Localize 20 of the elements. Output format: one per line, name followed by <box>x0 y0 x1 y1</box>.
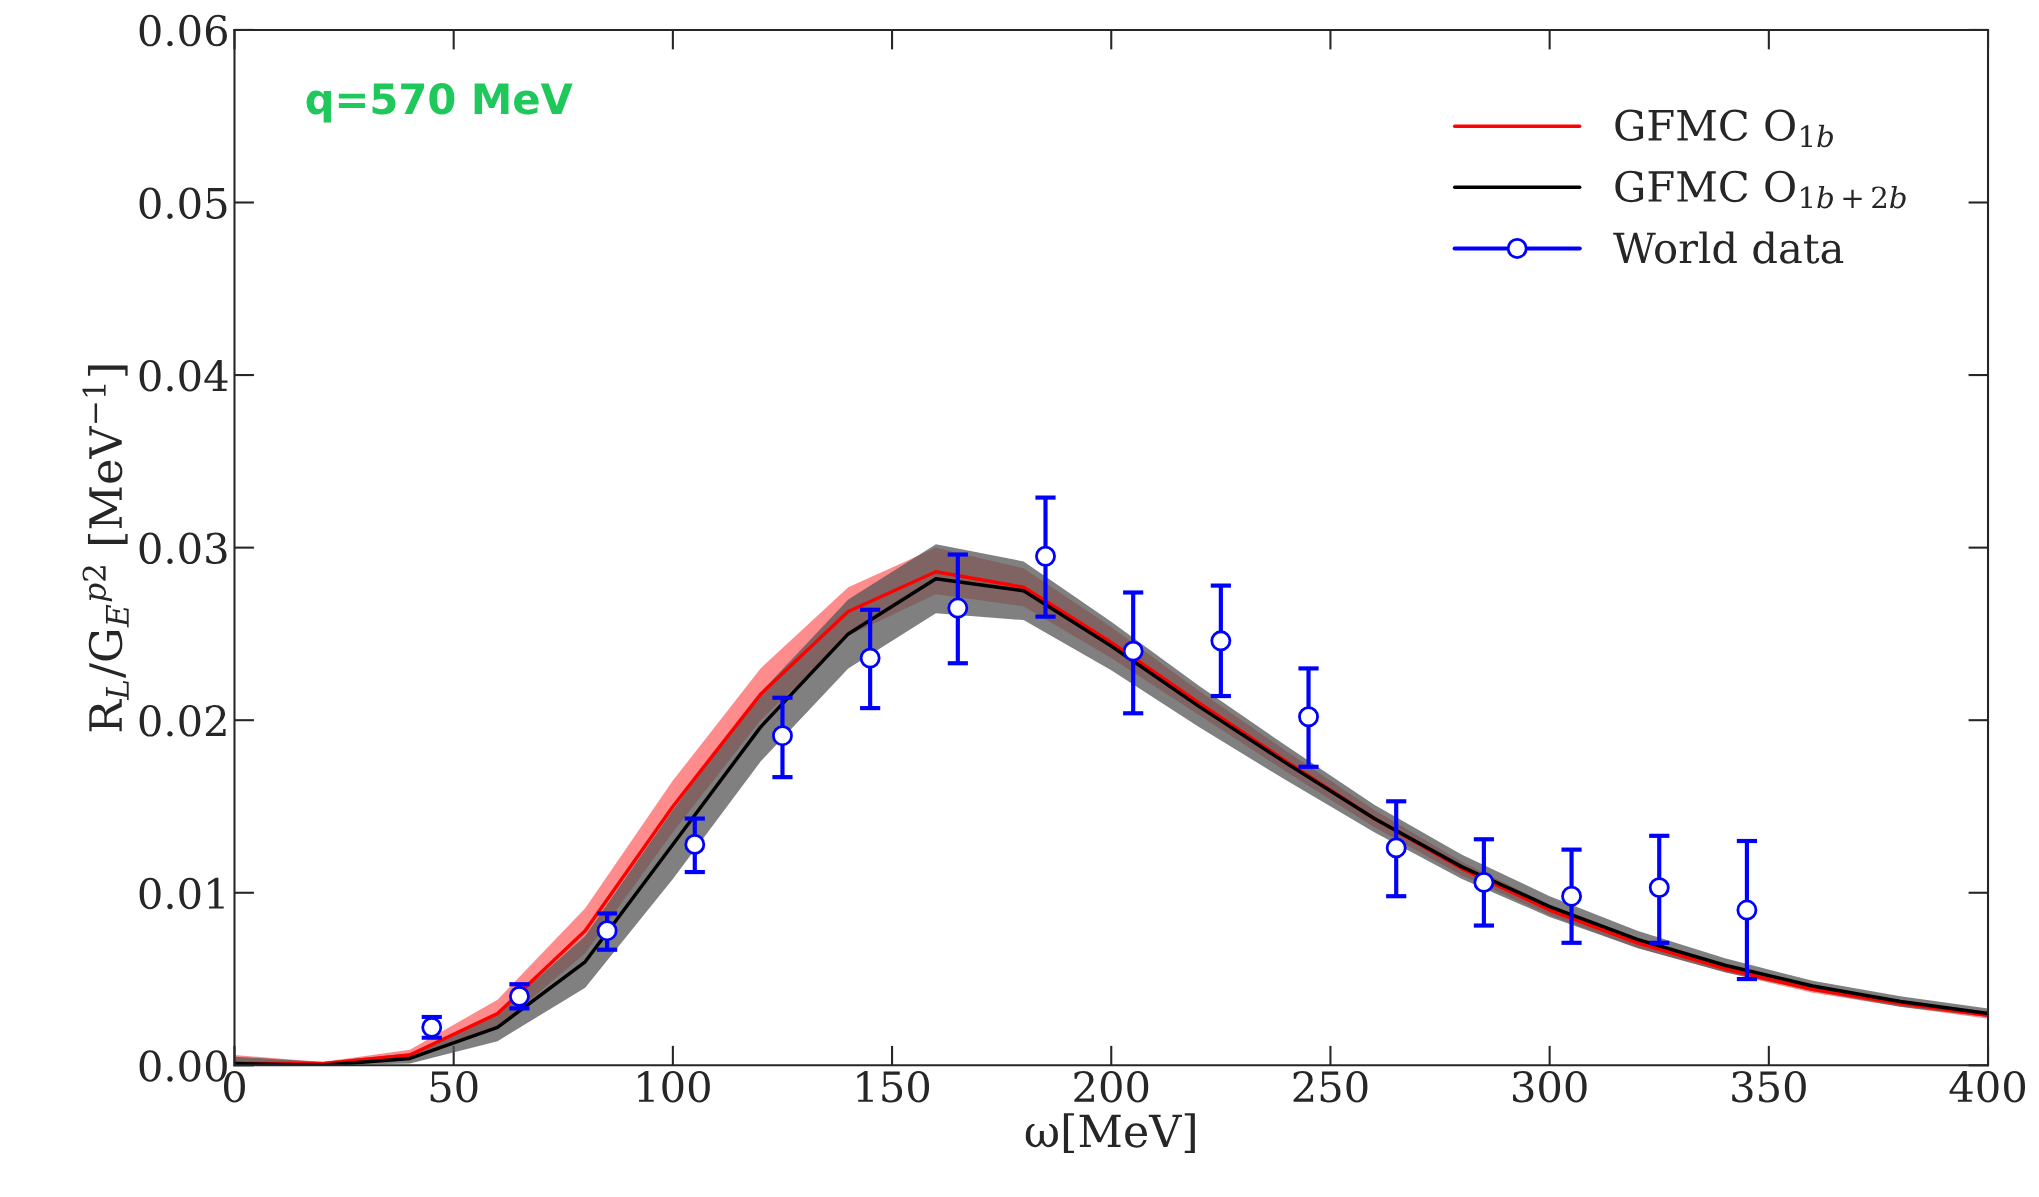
x-tick-label: 300 <box>1513 1070 1587 1103</box>
x-tick-label: 350 <box>1732 1070 1806 1103</box>
y-tick-label: 0.03 <box>139 532 227 565</box>
x-axis-title: ω[MeV] <box>1025 1113 1195 1153</box>
legend-label: World data <box>1613 231 1844 264</box>
annotation: q=570 MeV <box>306 82 573 123</box>
y-axis-title: R$_{L}$/G$_{E}$$^{p2}$ [MeV$^{−1}$] <box>82 365 129 732</box>
legend-label: GFMC O$_{1b+2b}$ <box>1615 170 1906 209</box>
x-tick-label: 50 <box>430 1070 478 1103</box>
x-tick-label: 200 <box>1074 1070 1149 1103</box>
y-tick-label: 0.06 <box>139 14 227 47</box>
x-tick-label: 250 <box>1293 1070 1368 1103</box>
legend-label: GFMC O$_{1b}$ <box>1615 109 1833 148</box>
y-tick-label: 0.04 <box>139 359 228 392</box>
x-tick-label: 100 <box>638 1070 710 1103</box>
x-tick-label: 150 <box>857 1070 930 1103</box>
y-tick-label: 0.02 <box>139 705 226 737</box>
x-tick-label: 400 <box>1949 1070 2026 1103</box>
y-tick-label: 0.05 <box>139 187 227 219</box>
y-tick-label: 0.01 <box>139 877 224 910</box>
